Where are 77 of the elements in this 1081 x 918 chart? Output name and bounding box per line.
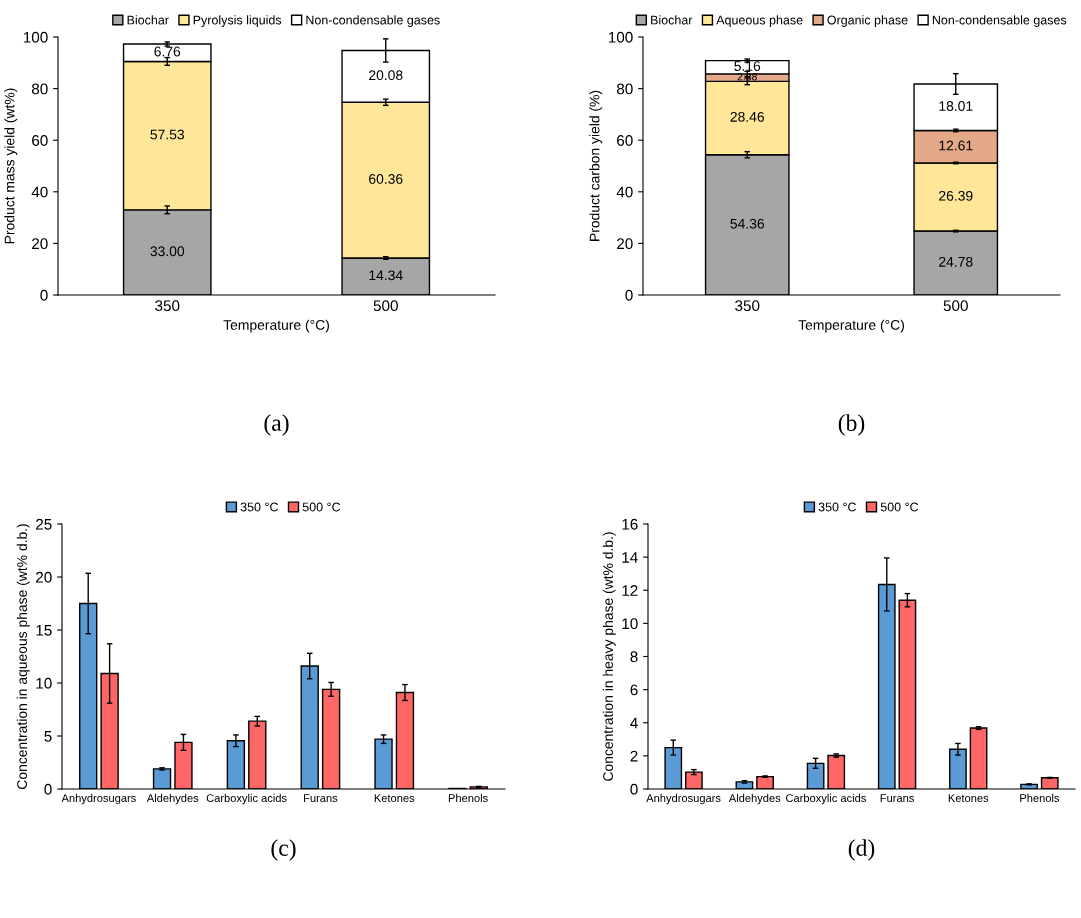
legend-label: 500 °C — [302, 502, 341, 512]
y-tick-label: 8 — [630, 651, 638, 663]
x-tick-label: 350 — [735, 300, 760, 312]
y-tick-label: 0 — [44, 783, 52, 795]
y-tick-label: 14 — [622, 552, 638, 563]
y-tick-label: 25 — [36, 518, 52, 530]
data-label: 20.08 — [369, 70, 403, 81]
y-axis-title: Concentration in heavy phase (wt% d.b.) — [602, 532, 616, 781]
text: (a) — [264, 414, 289, 436]
x-tick-label: Anhydrosugars — [61, 793, 136, 805]
y-tick-label: 4 — [630, 717, 638, 729]
legend-label: 500 °C — [880, 502, 919, 512]
text: (d) — [848, 839, 875, 861]
y-tick-label: 5 — [44, 731, 52, 742]
y-tick-label: 6 — [630, 684, 638, 696]
y-tick-label: 2 — [630, 750, 638, 762]
data-label: 28.46 — [730, 111, 765, 122]
data-label: 18.01 — [939, 101, 973, 111]
y-tick-label: 20 — [617, 238, 633, 250]
y-tick-label: 40 — [616, 186, 633, 198]
y-tick-label: 10 — [36, 677, 52, 689]
x-tick-label: Phenols — [1020, 793, 1060, 803]
legend-label: Non-condensable gases — [932, 15, 1067, 27]
data-label: 26.39 — [939, 190, 973, 201]
y-tick-label: 10 — [622, 618, 638, 630]
legend-label: 350 °C — [818, 502, 857, 512]
legend-label: Biochar — [127, 15, 169, 25]
x-tick-label: Furans — [304, 794, 338, 803]
legend-label: Aqueous phase — [716, 15, 803, 27]
data-label: 33.00 — [150, 246, 185, 257]
x-tick-label: Carboxylic acids — [786, 793, 866, 805]
text: (b) — [838, 414, 865, 436]
x-tick-label: Ketones — [948, 794, 989, 803]
x-tick-label: Carboxylic acids — [206, 793, 287, 805]
y-tick-label: 100 — [23, 31, 48, 43]
y-tick-label: 16 — [622, 518, 638, 530]
x-tick-label: 350 — [155, 300, 180, 312]
legend-label: Biochar — [651, 15, 693, 25]
x-tick-label: Aldehydes — [728, 793, 781, 805]
legend-label: Pyrolysis liquids — [193, 15, 282, 27]
x-tick-label: Furans — [880, 794, 914, 803]
data-label: 5.16 — [734, 61, 761, 71]
x-axis-title: Temperature (°C) — [223, 319, 329, 333]
y-axis-title: Concentration in aqueous phase (wt% d.b.) — [16, 524, 30, 789]
data-label: 14.34 — [369, 270, 403, 281]
y-tick-label: 12 — [622, 585, 638, 596]
data-label: 60.36 — [369, 174, 403, 184]
x-tick-label: Anhydrosugars — [646, 793, 721, 805]
y-tick-label: 0 — [40, 289, 48, 301]
x-axis-title: Temperature (°C) — [798, 319, 904, 333]
data-label: 24.78 — [939, 256, 973, 267]
x-tick-label: Aldehydes — [146, 793, 199, 805]
data-label: 57.53 — [150, 129, 185, 140]
y-axis-title: Product carbon yield (%) — [589, 90, 603, 241]
legend-label: Organic phase — [827, 15, 908, 27]
y-tick-label: 60 — [617, 135, 633, 146]
text: (c) — [271, 839, 296, 861]
x-tick-label: Phenols — [448, 793, 488, 803]
y-tick-label: 0 — [625, 289, 633, 301]
y-axis-title: Product mass yield (wt%) — [4, 88, 18, 244]
x-tick-label: Ketones — [374, 794, 415, 803]
y-tick-label: 80 — [616, 83, 633, 95]
x-tick-label: 500 — [373, 300, 398, 312]
legend-label: 350 °C — [240, 502, 279, 512]
y-tick-label: 0 — [630, 783, 638, 795]
data-label: 6.76 — [154, 46, 181, 57]
y-tick-label: 80 — [31, 83, 48, 95]
y-tick-label: 15 — [36, 625, 52, 636]
y-tick-label: 100 — [608, 31, 633, 43]
legend-label: Non-condensable gases — [306, 15, 440, 27]
y-tick-label: 40 — [31, 186, 48, 198]
data-label: 12.61 — [939, 140, 973, 151]
y-tick-label: 20 — [36, 571, 52, 583]
x-tick-label: 500 — [943, 300, 968, 312]
data-label: 54.36 — [730, 218, 765, 229]
y-tick-label: 20 — [32, 238, 48, 250]
y-tick-label: 60 — [32, 135, 48, 146]
